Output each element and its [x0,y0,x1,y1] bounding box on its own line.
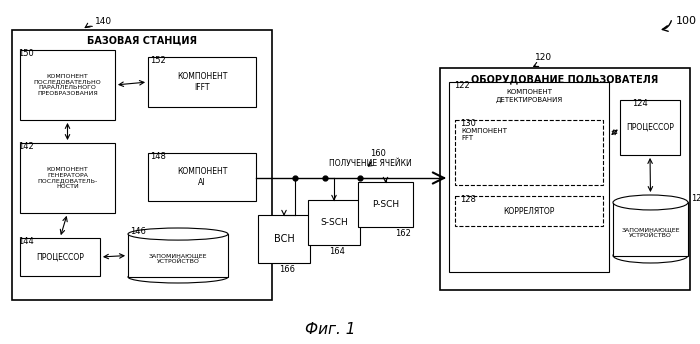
Text: 142: 142 [18,142,34,151]
Text: ОБОРУДОВАНИЕ ПОЛЬЗОВАТЕЛЯ: ОБОРУДОВАНИЕ ПОЛЬЗОВАТЕЛЯ [471,74,659,84]
Ellipse shape [613,248,688,263]
Text: 130: 130 [460,119,476,128]
Text: BCH: BCH [274,234,295,244]
Bar [455,120,603,185]
Text: 150: 150 [18,49,34,58]
Text: P-SCH: P-SCH [372,200,399,209]
Text: 152: 152 [150,56,166,65]
Text: S-SCH: S-SCH [320,218,348,227]
Bar [148,57,256,107]
Text: 144: 144 [18,237,34,246]
Bar [613,203,688,256]
Text: 146: 146 [130,227,146,236]
Bar [20,143,115,213]
Ellipse shape [128,271,228,283]
Text: ПРОЦЕССОР: ПРОЦЕССОР [36,252,84,261]
Text: 120: 120 [535,53,552,62]
Bar [620,100,680,155]
Text: 100: 100 [676,16,697,26]
Bar [128,234,228,277]
Text: 164: 164 [329,247,345,256]
Bar [449,82,609,272]
Bar [308,200,360,245]
Text: 122: 122 [454,81,470,90]
Text: КОМПОНЕНТ
IFFT: КОМПОНЕНТ IFFT [177,72,228,92]
Text: КОМПОНЕНТ
FFT: КОМПОНЕНТ FFT [461,128,507,141]
Bar [20,238,100,276]
Text: 126: 126 [691,194,700,203]
Text: КОМПОНЕНТ
ДЕТЕКТИРОВАНИЯ: КОМПОНЕНТ ДЕТЕКТИРОВАНИЯ [496,89,563,103]
Bar [455,196,603,226]
Text: ЗАПОМИНАЮЩЕЕ
УСТРОЙСТВО: ЗАПОМИНАЮЩЕЕ УСТРОЙСТВО [148,253,207,264]
Bar [20,50,115,120]
Bar [258,215,310,263]
Text: Фиг. 1: Фиг. 1 [304,323,355,337]
Text: ПОЛУЧЕНИЕ ЯЧЕЙКИ: ПОЛУЧЕНИЕ ЯЧЕЙКИ [328,159,412,168]
Text: 160: 160 [370,149,386,158]
Bar [358,182,413,227]
Bar [12,30,272,300]
Text: ЗАПОМИНАЮЩЕЕ
УСТРОЙСТВО: ЗАПОМИНАЮЩЕЕ УСТРОЙСТВО [622,227,680,238]
Bar [440,68,690,290]
Text: КОМПОНЕНТ
AI: КОМПОНЕНТ AI [177,167,228,187]
Ellipse shape [128,228,228,240]
Text: КОРРЕЛЯТОР: КОРРЕЛЯТОР [503,206,554,215]
Text: 128: 128 [460,195,476,204]
Text: 140: 140 [95,17,112,26]
Text: БАЗОВАЯ СТАНЦИЯ: БАЗОВАЯ СТАНЦИЯ [87,36,197,46]
Text: 124: 124 [632,99,648,108]
Text: 166: 166 [279,265,295,274]
Text: ПРОЦЕССОР: ПРОЦЕССОР [626,123,674,132]
Text: 162: 162 [395,229,412,238]
Text: КОМПОНЕНТ
ГЕНЕРАТОРА
ПОСЛЕДОВАТЕЛЬ-
НОСТИ: КОМПОНЕНТ ГЕНЕРАТОРА ПОСЛЕДОВАТЕЛЬ- НОСТ… [37,167,97,189]
Bar [148,153,256,201]
Text: 148: 148 [150,152,166,161]
Text: КОМПОНЕНТ
ПОСЛЕДОВАТЕЛЬНО
ПАРАЛЛЕЛЬНОГО
ПРЕОБРАЗОВАНИЯ: КОМПОНЕНТ ПОСЛЕДОВАТЕЛЬНО ПАРАЛЛЕЛЬНОГО … [34,74,102,96]
Ellipse shape [613,195,688,210]
